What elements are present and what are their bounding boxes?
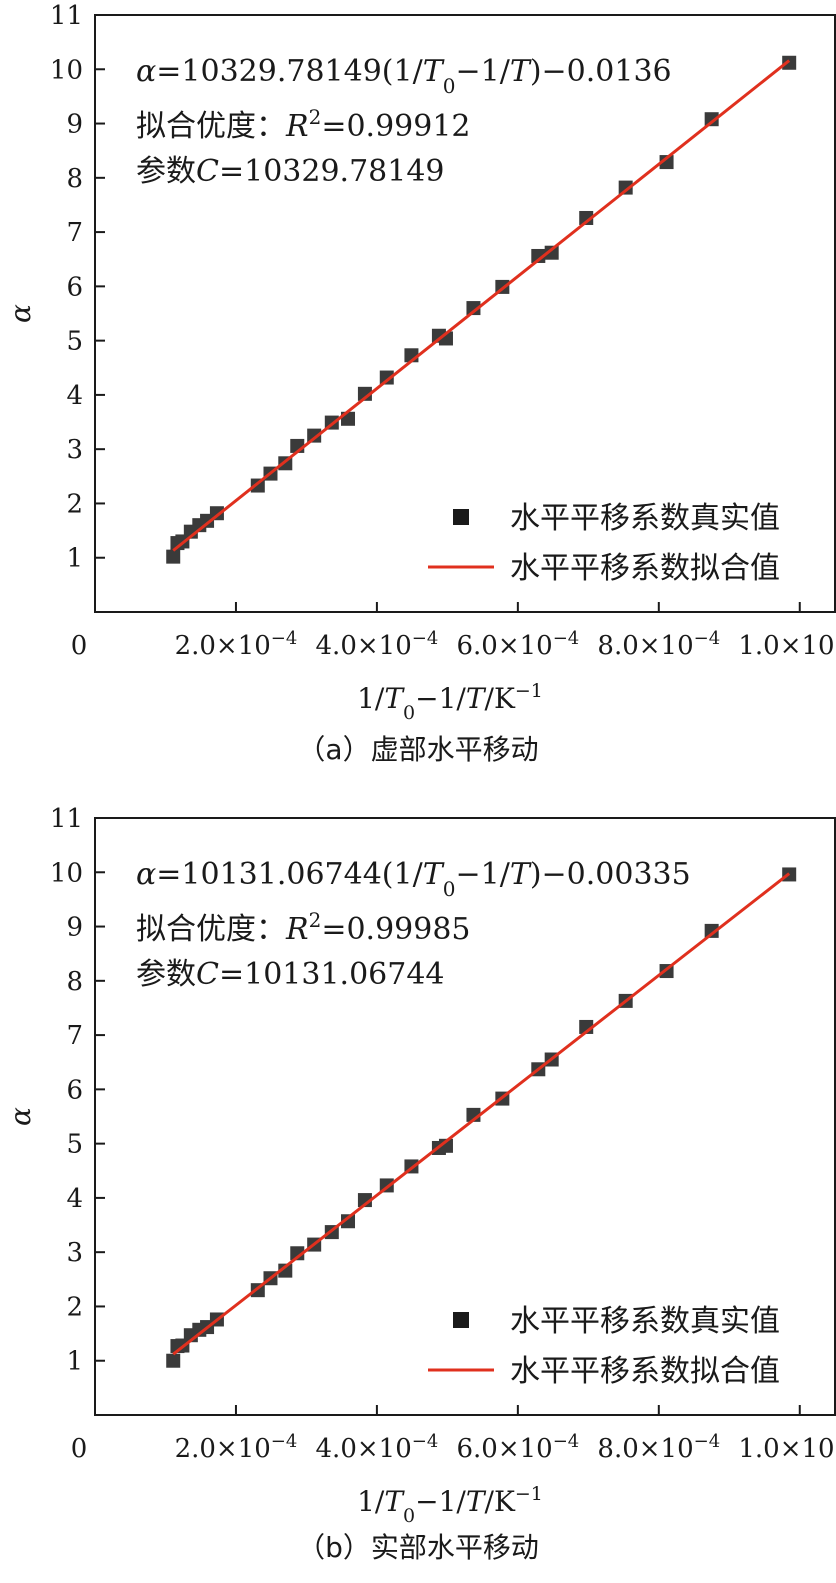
- y-tick-label: 5: [66, 1130, 83, 1160]
- data-point: [466, 301, 481, 316]
- data-point: [379, 370, 394, 385]
- fit-equation: α=10329.78149(1/T0−1/T)−0.0136: [136, 54, 672, 98]
- x-tick-label: 4.0×10−4: [316, 1431, 439, 1465]
- y-tick-label: 11: [50, 804, 83, 834]
- plot-frame: [94, 817, 836, 1416]
- y-tick-label: 1: [66, 544, 83, 574]
- caption-a: （a）虚部水平移动: [297, 733, 539, 766]
- data-point: [618, 180, 633, 195]
- data-point: [544, 245, 559, 260]
- data-point: [290, 1246, 305, 1261]
- data-point: [782, 55, 797, 70]
- y-tick-label: 3: [66, 1238, 83, 1268]
- legend-label-line: 水平平移系数拟合值: [510, 1354, 780, 1389]
- fit-equation: α=10131.06744(1/T0−1/T)−0.00335: [136, 857, 691, 901]
- x-tick-label: 2.0×10−4: [175, 1431, 298, 1465]
- chart-b: 1 2 3 4 5 6 7 8 9 10 11 0 2.0×10−4 4.0×10−4 6.0×10−4 8.…: [4, 804, 836, 1527]
- y-tick-label: 7: [66, 218, 83, 248]
- data-point: [579, 210, 594, 225]
- fit-r2: 拟合优度：R2=0.99912: [136, 105, 471, 144]
- data-point: [704, 923, 719, 938]
- data-point: [531, 248, 546, 263]
- x-tick-label: 0: [71, 631, 88, 661]
- legend-label-points: 水平平移系数真实值: [510, 1304, 780, 1339]
- legend-marker-points: [453, 509, 469, 525]
- data-point: [659, 155, 674, 170]
- x-axis-title: 1/T0−1/T/K−1: [357, 1483, 543, 1527]
- y-tick-label: 1: [66, 1347, 83, 1377]
- legend-label-line: 水平平移系数拟合值: [510, 551, 780, 586]
- fit-param: 参数C=10329.78149: [136, 154, 445, 189]
- x-tick-label: 1.0×10−3: [738, 1431, 836, 1465]
- fit-line: [172, 59, 791, 552]
- y-tick-label: 9: [66, 110, 83, 140]
- fit-line: [172, 872, 791, 1356]
- y-tick-label: 4: [66, 1184, 83, 1214]
- y-axis-title: α: [4, 1107, 37, 1126]
- x-tick-label: 4.0×10−4: [316, 628, 439, 662]
- y-tick-label: 3: [66, 435, 83, 465]
- x-tick-label: 6.0×10−4: [456, 1431, 579, 1465]
- data-point: [166, 1353, 181, 1368]
- y-tick-label: 6: [66, 1075, 83, 1105]
- x-axis-title: 1/T0−1/T/K−1: [357, 680, 543, 724]
- data-point: [341, 1214, 356, 1229]
- y-tick-label: 8: [66, 164, 83, 194]
- y-tick-label: 2: [66, 1292, 83, 1322]
- y-axis-title: α: [4, 304, 37, 323]
- y-tick-label: 2: [66, 489, 83, 519]
- y-tick-label: 7: [66, 1021, 83, 1051]
- y-tick-label: 9: [66, 913, 83, 943]
- data-point: [357, 386, 372, 401]
- plot-frame: [94, 14, 836, 613]
- x-tick-label: 6.0×10−4: [456, 628, 579, 662]
- data-point: [166, 549, 181, 564]
- x-tick-label: 8.0×10−4: [597, 628, 720, 662]
- x-tick-label: 1.0×10−3: [738, 628, 836, 662]
- data-point: [278, 1263, 293, 1278]
- x-tick-label: 8.0×10−4: [597, 1431, 720, 1465]
- y-tick-label: 11: [50, 1, 83, 31]
- data-point: [307, 428, 322, 443]
- x-tick-label: 2.0×10−4: [175, 628, 298, 662]
- y-tick-label: 8: [66, 967, 83, 997]
- y-tick-label: 5: [66, 327, 83, 357]
- x-tick-label: 0: [71, 1434, 88, 1464]
- fit-r2: 拟合优度：R2=0.99985: [136, 908, 471, 947]
- fit-param: 参数C=10131.06744: [136, 957, 445, 992]
- chart-a: 1 2 3 4 5 6 7 8 9 10 11 0 2.0×10−4 4.0×10−4 6.0×10−4 8.…: [4, 1, 836, 724]
- y-tick-label: 10: [50, 55, 83, 85]
- caption-b: （b）实部水平移动: [297, 1531, 539, 1564]
- legend-marker-points: [453, 1312, 469, 1328]
- y-tick-label: 4: [66, 381, 83, 411]
- y-tick-label: 10: [50, 858, 83, 888]
- y-tick-label: 6: [66, 272, 83, 302]
- data-point: [704, 112, 719, 127]
- legend-label-points: 水平平移系数真实值: [510, 501, 780, 536]
